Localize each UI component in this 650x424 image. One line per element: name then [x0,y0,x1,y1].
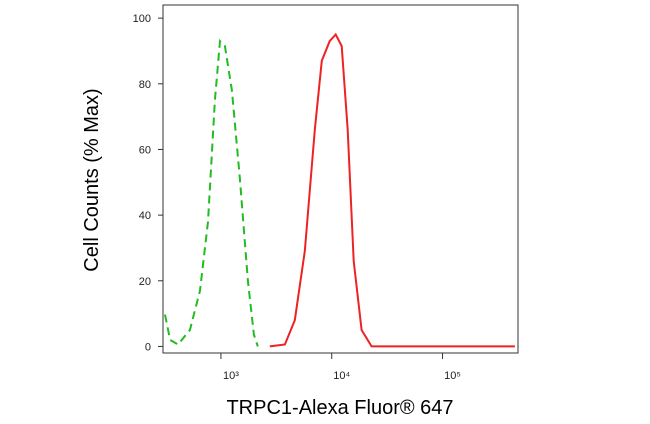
series-line [269,32,515,348]
y-axis-label: Cell Counts (% Max) [81,88,103,271]
y-tick-label: 100 [133,13,151,25]
y-tick-label: 60 [139,144,151,156]
y-tick-label: 80 [139,79,151,91]
y-tick-label: 40 [139,210,151,222]
plot-frame [162,4,519,354]
x-axis-label: TRPC1-Alexa Fluor® 647 [226,397,453,419]
y-tick-label: 0 [145,341,151,353]
x-tick-label: 10⁵ [444,370,461,382]
series-line [164,38,259,347]
x-tick-label: 10³ [223,370,239,382]
x-tick-label: 10⁴ [333,370,350,382]
y-tick-label: 20 [139,276,151,288]
